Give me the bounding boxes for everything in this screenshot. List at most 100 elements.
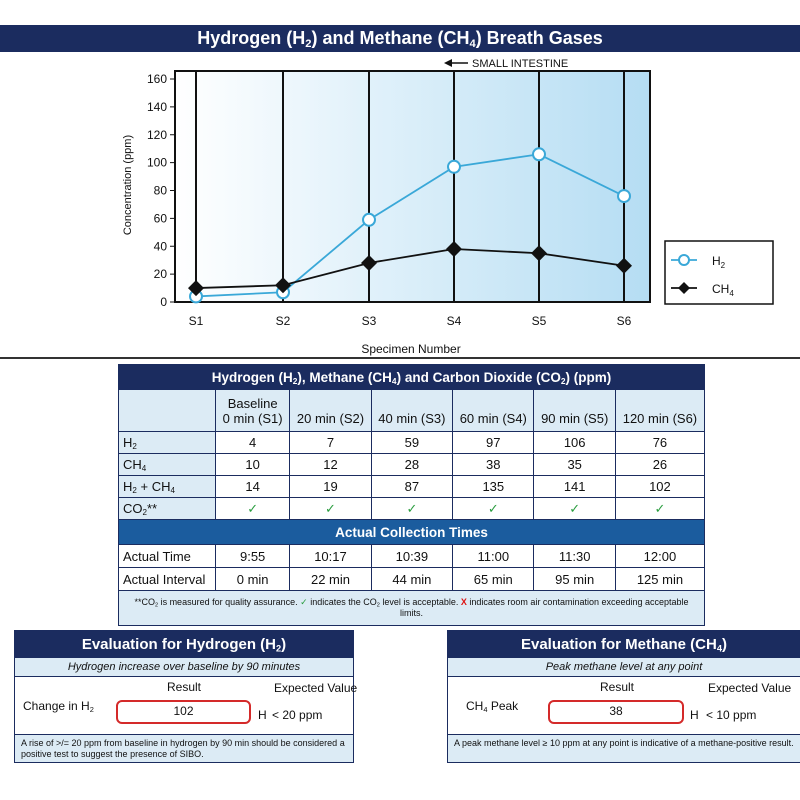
table-row: H2 4 7 59 97 106 76: [118, 431, 706, 454]
row-label: Actual Interval: [118, 567, 216, 591]
column-header: 60 min (S4): [452, 389, 535, 432]
table-cell: 44 min: [370, 567, 454, 591]
arrow-head-icon: [444, 59, 452, 67]
methane-evaluation-panel: Evaluation for Methane (CH4) Peak methan…: [447, 630, 800, 763]
result-header: Result: [167, 680, 202, 694]
check-icon: ✓: [533, 497, 616, 520]
column-header: 120 min (S6): [614, 389, 706, 432]
x-tick-label: S3: [362, 314, 377, 328]
ch4-expected-value: < 10 ppm: [706, 708, 757, 722]
ch4-point: [446, 241, 462, 258]
change-in-h2-label: Change in H2: [23, 699, 94, 714]
series-line-ch4: [195, 248, 625, 289]
check-icon: ✓: [300, 597, 308, 607]
table-cell: 65 min: [452, 567, 535, 591]
breath-gas-chart: 0 20 40 60 80 100 120 140 160 S1 S2 S3 S4 S5 S6 Specime…: [122, 58, 774, 356]
ch4-point: [361, 254, 377, 271]
x-tick-label: S2: [276, 314, 291, 328]
legend-box: [664, 240, 774, 305]
expected-header: Expected Value: [708, 681, 792, 695]
y-tick-label: 140: [147, 100, 167, 114]
h2-point: [362, 212, 376, 227]
h2-result-value: 102: [116, 700, 251, 724]
table-cell: 9:55: [214, 544, 291, 568]
table-cell: 28: [370, 453, 454, 476]
legend-h2-marker: [678, 254, 690, 266]
table-cell: 19: [289, 475, 372, 498]
table-cell: 4: [214, 431, 291, 454]
small-intestine-annotation: SMALL INTESTINE: [472, 58, 568, 70]
table-cell: 14: [214, 475, 291, 498]
y-tick-label: 0: [160, 295, 167, 309]
methane-footnote: A peak methane level ≥ 10 ppm at any poi…: [448, 734, 800, 762]
table-row: Actual Interval 0 min 22 min 44 min 65 min 95…: [118, 567, 706, 591]
x-tick-label: S5: [532, 314, 547, 328]
table-cell: 26: [614, 453, 706, 476]
co2-note: **CO2 is measured for quality assurance.…: [118, 590, 705, 626]
h2-point: [447, 159, 461, 174]
hydrogen-evaluation-title: Evaluation for Hydrogen (H2): [15, 631, 353, 658]
ch4-point: [531, 245, 547, 262]
table-cell: 0 min: [214, 567, 291, 591]
gas-data-table: Hydrogen (H2), Methane (CH4) and Carbon …: [118, 364, 706, 626]
table-title: Hydrogen (H2), Methane (CH4) and Carbon …: [118, 364, 705, 390]
column-header: 40 min (S3): [370, 389, 454, 432]
methane-evaluation-subtitle: Peak methane level at any point: [448, 658, 800, 677]
plot-frame: [174, 70, 651, 303]
result-header: Result: [600, 680, 635, 694]
x-tick-label: S1: [189, 314, 204, 328]
y-tick-label: 120: [147, 128, 167, 142]
table-cell: 35: [533, 453, 616, 476]
table-cell: 12: [289, 453, 372, 476]
table-cell: 125 min: [614, 567, 706, 591]
column-header: Baseline 0 min (S1): [214, 389, 291, 432]
ch4-result-value: 38: [548, 700, 684, 724]
ch4-unit: H: [690, 708, 699, 722]
table-cell: 135: [452, 475, 535, 498]
legend-ch4-marker: [678, 282, 690, 294]
ch4-point: [275, 277, 291, 294]
table-cell: 97: [452, 431, 535, 454]
table-cell: 38: [452, 453, 535, 476]
ch4-peak-label: CH4 Peak: [466, 699, 519, 714]
table-cell: 10: [214, 453, 291, 476]
table-cell: 22 min: [289, 567, 372, 591]
table-cell: 76: [614, 431, 706, 454]
y-tick-label: 60: [154, 211, 168, 225]
table-row: H2 + CH4 14 19 87 135 141 102: [118, 475, 706, 498]
cross-icon: X: [460, 597, 467, 607]
table-row: CO2** ✓ ✓ ✓ ✓ ✓ ✓: [118, 497, 706, 520]
check-icon: ✓: [214, 497, 291, 520]
expected-header: Expected Value: [274, 681, 358, 695]
legend-label-ch4: CH4: [712, 282, 734, 298]
check-icon: ✓: [452, 497, 535, 520]
table-cell: 106: [533, 431, 616, 454]
h2-expected-value: < 20 ppm: [272, 708, 323, 722]
table-cell: 11:00: [452, 544, 535, 568]
row-label: Actual Time: [118, 544, 216, 568]
y-tick-label: 40: [154, 239, 168, 253]
row-label: CO2**: [118, 497, 216, 520]
table-cell: 12:00: [614, 544, 706, 568]
section-divider: [0, 357, 800, 359]
table-cell: 7: [289, 431, 372, 454]
row-label: H2 + CH4: [118, 475, 216, 498]
column-header: 90 min (S5): [533, 389, 616, 432]
hydrogen-evaluation-subtitle: Hydrogen increase over baseline by 90 mi…: [15, 658, 353, 677]
row-label: CH4: [118, 453, 216, 476]
table-row: Actual Time 9:55 10:17 10:39 11:00 11:30 12:00: [118, 544, 706, 568]
table-cell: 141: [533, 475, 616, 498]
h2-point: [532, 147, 546, 162]
h2-point: [617, 189, 631, 204]
y-tick-label: 160: [147, 72, 167, 86]
y-tick-label: 20: [154, 267, 168, 281]
x-tick-label: S6: [617, 314, 632, 328]
ch4-point: [188, 280, 204, 297]
y-axis-label: Concentration (ppm): [122, 135, 134, 235]
table-row: CH4 10 12 28 38 35 26: [118, 453, 706, 476]
table-cell: 87: [370, 475, 454, 498]
row-label: H2: [118, 431, 216, 454]
h2-unit: H: [258, 708, 267, 722]
table-cell: 11:30: [533, 544, 616, 568]
methane-evaluation-title: Evaluation for Methane (CH4): [448, 631, 800, 658]
